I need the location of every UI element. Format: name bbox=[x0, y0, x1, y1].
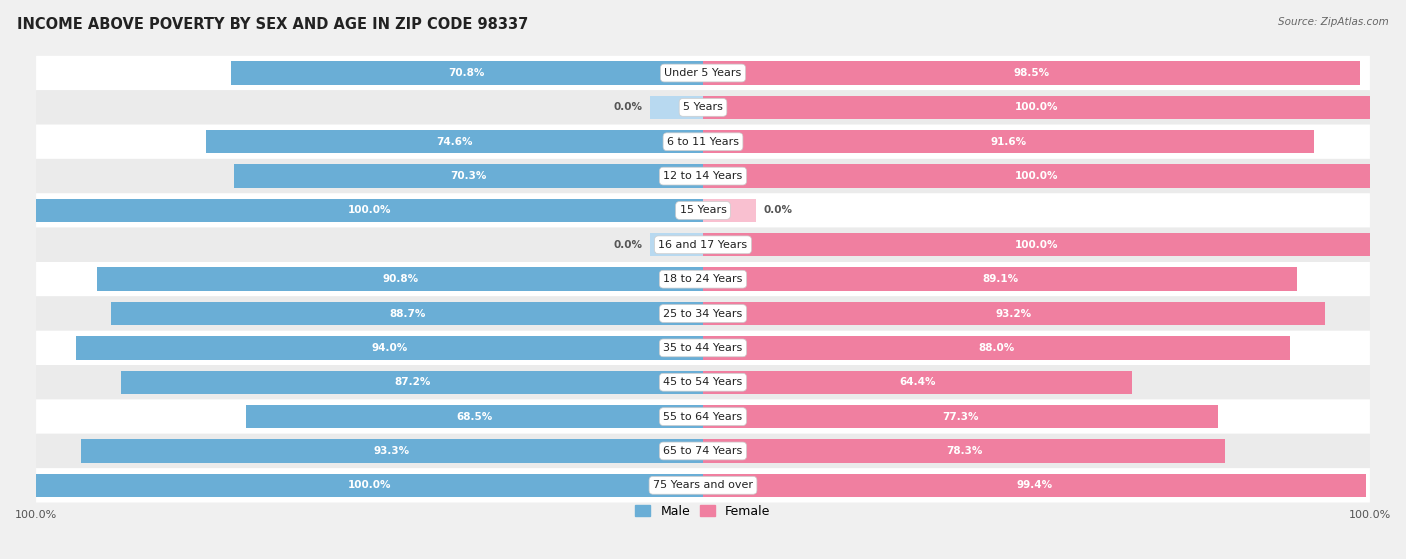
Text: 25 to 34 Years: 25 to 34 Years bbox=[664, 309, 742, 319]
Text: 94.0%: 94.0% bbox=[371, 343, 408, 353]
Text: 78.3%: 78.3% bbox=[946, 446, 983, 456]
Bar bbox=[703, 199, 756, 222]
Text: 91.6%: 91.6% bbox=[990, 137, 1026, 147]
Bar bbox=[703, 61, 1360, 85]
Text: 70.3%: 70.3% bbox=[450, 171, 486, 181]
Text: 18 to 24 Years: 18 to 24 Years bbox=[664, 274, 742, 284]
Text: 55 to 64 Years: 55 to 64 Years bbox=[664, 411, 742, 421]
FancyBboxPatch shape bbox=[37, 400, 1369, 434]
Bar bbox=[111, 302, 703, 325]
Text: 16 and 17 Years: 16 and 17 Years bbox=[658, 240, 748, 250]
Text: 74.6%: 74.6% bbox=[436, 137, 472, 147]
Bar bbox=[76, 336, 703, 359]
Text: 0.0%: 0.0% bbox=[614, 102, 643, 112]
Bar bbox=[37, 199, 703, 222]
Text: 98.5%: 98.5% bbox=[1014, 68, 1049, 78]
FancyBboxPatch shape bbox=[37, 331, 1369, 365]
Text: 45 to 54 Years: 45 to 54 Years bbox=[664, 377, 742, 387]
Text: 68.5%: 68.5% bbox=[457, 411, 492, 421]
FancyBboxPatch shape bbox=[37, 228, 1369, 262]
Bar bbox=[703, 268, 1298, 291]
Text: 100.0%: 100.0% bbox=[347, 480, 391, 490]
Bar bbox=[703, 130, 1313, 153]
Text: 88.0%: 88.0% bbox=[979, 343, 1015, 353]
Text: 93.3%: 93.3% bbox=[374, 446, 411, 456]
FancyBboxPatch shape bbox=[37, 193, 1369, 228]
FancyBboxPatch shape bbox=[37, 125, 1369, 159]
Bar bbox=[650, 96, 703, 119]
Bar bbox=[703, 233, 1369, 257]
FancyBboxPatch shape bbox=[37, 434, 1369, 468]
Bar bbox=[703, 302, 1324, 325]
Bar bbox=[235, 164, 703, 188]
Bar bbox=[703, 371, 1132, 394]
Text: 99.4%: 99.4% bbox=[1017, 480, 1053, 490]
Text: 12 to 14 Years: 12 to 14 Years bbox=[664, 171, 742, 181]
FancyBboxPatch shape bbox=[37, 56, 1369, 90]
FancyBboxPatch shape bbox=[37, 159, 1369, 193]
Bar bbox=[205, 130, 703, 153]
Text: 89.1%: 89.1% bbox=[981, 274, 1018, 284]
Text: 90.8%: 90.8% bbox=[382, 274, 419, 284]
FancyBboxPatch shape bbox=[37, 365, 1369, 400]
Text: 100.0%: 100.0% bbox=[1015, 102, 1059, 112]
Text: 15 Years: 15 Years bbox=[679, 206, 727, 215]
Text: 100.0%: 100.0% bbox=[347, 206, 391, 215]
Bar bbox=[703, 439, 1225, 463]
Text: 93.2%: 93.2% bbox=[995, 309, 1032, 319]
Text: 70.8%: 70.8% bbox=[449, 68, 485, 78]
FancyBboxPatch shape bbox=[37, 262, 1369, 296]
Text: 0.0%: 0.0% bbox=[614, 240, 643, 250]
Bar bbox=[80, 439, 703, 463]
Bar bbox=[650, 233, 703, 257]
FancyBboxPatch shape bbox=[37, 468, 1369, 503]
Bar bbox=[703, 473, 1365, 497]
Text: 64.4%: 64.4% bbox=[900, 377, 936, 387]
Text: 77.3%: 77.3% bbox=[942, 411, 979, 421]
Bar bbox=[37, 473, 703, 497]
Text: 100.0%: 100.0% bbox=[1015, 171, 1059, 181]
FancyBboxPatch shape bbox=[37, 90, 1369, 125]
FancyBboxPatch shape bbox=[37, 296, 1369, 331]
Text: 75 Years and over: 75 Years and over bbox=[652, 480, 754, 490]
Legend: Male, Female: Male, Female bbox=[630, 500, 776, 523]
Bar bbox=[121, 371, 703, 394]
Text: Source: ZipAtlas.com: Source: ZipAtlas.com bbox=[1278, 17, 1389, 27]
Bar bbox=[231, 61, 703, 85]
Text: 87.2%: 87.2% bbox=[394, 377, 430, 387]
Bar bbox=[97, 268, 703, 291]
Text: Under 5 Years: Under 5 Years bbox=[665, 68, 741, 78]
Text: 6 to 11 Years: 6 to 11 Years bbox=[666, 137, 740, 147]
Bar bbox=[703, 336, 1289, 359]
Text: 5 Years: 5 Years bbox=[683, 102, 723, 112]
Text: 0.0%: 0.0% bbox=[763, 206, 792, 215]
Bar bbox=[703, 164, 1369, 188]
Bar bbox=[703, 96, 1369, 119]
Text: 35 to 44 Years: 35 to 44 Years bbox=[664, 343, 742, 353]
Text: 65 to 74 Years: 65 to 74 Years bbox=[664, 446, 742, 456]
Text: 100.0%: 100.0% bbox=[1015, 240, 1059, 250]
Bar bbox=[246, 405, 703, 428]
Text: INCOME ABOVE POVERTY BY SEX AND AGE IN ZIP CODE 98337: INCOME ABOVE POVERTY BY SEX AND AGE IN Z… bbox=[17, 17, 529, 32]
Text: 88.7%: 88.7% bbox=[389, 309, 426, 319]
Bar bbox=[703, 405, 1219, 428]
